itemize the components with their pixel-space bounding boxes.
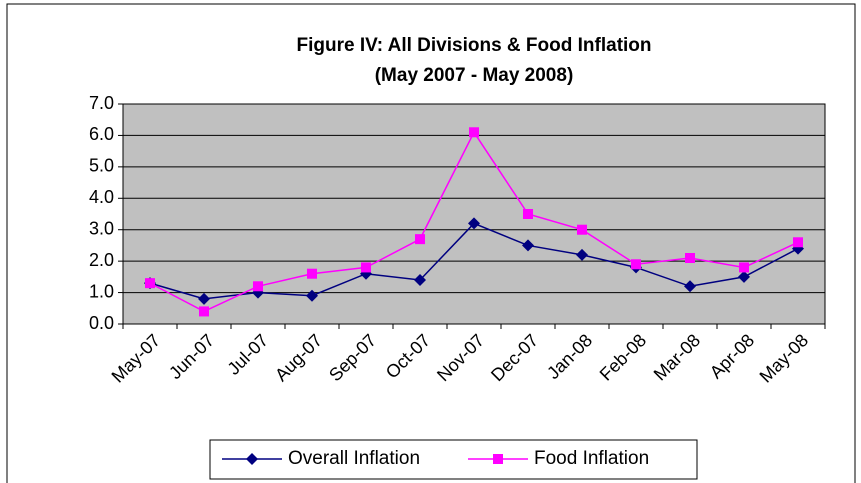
marker-diamond <box>738 270 750 283</box>
marker-square <box>469 127 479 138</box>
marker-square <box>307 268 317 279</box>
legend-label: Overall Inflation <box>288 448 420 469</box>
marker-square <box>793 237 803 248</box>
legend <box>209 439 698 480</box>
marker-diamond <box>576 248 588 261</box>
marker-square <box>493 454 503 464</box>
y-tick-label: 1.0 <box>89 281 114 301</box>
marker-diamond <box>198 292 210 305</box>
marker-square <box>145 278 155 289</box>
chart-subtitle: (May 2007 - May 2008) <box>375 65 574 86</box>
marker-square <box>415 234 425 245</box>
y-tick-label: 5.0 <box>89 156 114 176</box>
legend-label: Food Inflation <box>534 448 649 469</box>
y-tick-label: 2.0 <box>89 250 114 270</box>
y-tick-label: 4.0 <box>89 187 114 207</box>
y-tick-label: 0.0 <box>89 313 114 333</box>
marker-square <box>199 306 209 317</box>
y-tick-label: 6.0 <box>89 124 114 144</box>
marker-square <box>631 259 641 270</box>
marker-diamond <box>246 453 258 465</box>
marker-square <box>739 262 749 273</box>
marker-diamond <box>522 239 534 252</box>
marker-square <box>361 262 371 273</box>
chart-title: Figure IV: All Divisions & Food Inflatio… <box>296 35 651 56</box>
marker-square <box>523 209 533 219</box>
marker-square <box>685 253 695 263</box>
y-tick-label: 7.0 <box>89 93 114 113</box>
marker-diamond <box>414 274 426 286</box>
marker-square <box>577 224 587 235</box>
marker-diamond <box>684 280 696 293</box>
marker-diamond <box>306 289 318 302</box>
y-tick-label: 3.0 <box>89 218 114 238</box>
marker-square <box>253 281 263 292</box>
marker-diamond <box>468 217 480 230</box>
